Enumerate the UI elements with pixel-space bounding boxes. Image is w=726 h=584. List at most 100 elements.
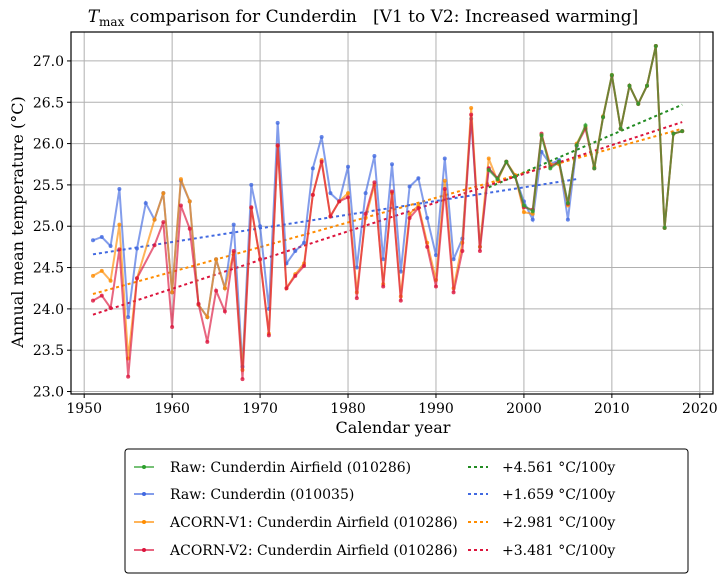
x-tick-label: 1960 [154, 401, 190, 417]
data-point [416, 206, 421, 211]
series-lines [90, 44, 685, 382]
data-point [126, 315, 131, 320]
data-point [302, 263, 307, 268]
data-point [407, 184, 412, 189]
data-point [565, 201, 570, 206]
y-axis-ticks: 23.0 23.5 24.0 24.5 25.0 25.5 26.0 26.5 27.0 [33, 54, 71, 401]
data-point [346, 164, 351, 169]
legend-box [124, 448, 689, 574]
y-tick-label: 27.0 [33, 54, 64, 70]
data-point [134, 246, 139, 251]
data-point [99, 234, 104, 239]
x-tick-label: 2010 [594, 401, 630, 417]
data-point [90, 238, 95, 243]
data-point [328, 191, 333, 196]
data-point [310, 192, 315, 197]
data-point [99, 268, 104, 273]
x-tick-label: 2000 [506, 401, 542, 417]
data-point [504, 159, 509, 164]
data-point [442, 178, 447, 183]
y-tick-label: 24.5 [33, 261, 64, 277]
data-point [557, 159, 562, 164]
data-point [671, 131, 676, 136]
data-point [222, 309, 227, 314]
legend-marker [142, 465, 146, 469]
data-point [486, 156, 491, 161]
x-tick-label: 1990 [418, 401, 454, 417]
data-point [433, 284, 438, 289]
data-point [126, 374, 131, 379]
x-tick-label: 1950 [66, 401, 102, 417]
data-point [346, 195, 351, 200]
data-point [618, 126, 623, 131]
legend-trend-label: +4.561 °C/100y [502, 460, 615, 476]
title-prefix: T [88, 7, 101, 27]
series [486, 44, 685, 230]
data-point [521, 203, 526, 208]
data-point [521, 210, 526, 215]
trend-line [488, 103, 683, 189]
data-point [99, 293, 104, 298]
x-axis-label: Calendar year [336, 418, 451, 437]
legend-marker [142, 492, 146, 496]
data-point [645, 83, 650, 88]
data-point [363, 211, 368, 216]
data-point [680, 129, 685, 134]
data-point [161, 191, 166, 196]
legend-trend-label: +1.659 °C/100y [502, 487, 615, 503]
data-point [486, 168, 491, 173]
data-point [117, 187, 122, 192]
series-line [487, 45, 683, 228]
data-point [425, 244, 430, 249]
data-point [275, 143, 280, 148]
data-point [302, 240, 307, 245]
data-point [258, 224, 263, 229]
data-point [178, 177, 183, 182]
data-point [108, 306, 113, 311]
data-point [495, 177, 500, 182]
legend-trend-label: +3.481 °C/100y [502, 543, 615, 559]
data-point [187, 226, 192, 231]
data-point [214, 288, 219, 293]
data-point [90, 298, 95, 303]
legend-label: Raw: Cunderdin Airfield (010286) [170, 460, 411, 476]
data-point [390, 189, 394, 194]
data-point [240, 377, 245, 382]
data-point [293, 249, 298, 254]
y-axis-label: Annual mean temperature (°C) [8, 96, 27, 348]
data-point [407, 211, 412, 216]
data-point [416, 176, 421, 181]
data-point [90, 273, 95, 278]
legend-marker [142, 520, 146, 524]
legend-label: ACORN-V1: Cunderdin Airfield (010286) [169, 515, 458, 531]
data-point [530, 209, 535, 214]
data-point [469, 106, 474, 111]
x-tick-label: 1980 [330, 401, 366, 417]
y-tick-label: 23.0 [33, 385, 64, 401]
data-point [442, 156, 447, 161]
plot-frame [70, 31, 714, 395]
data-point [372, 153, 377, 158]
data-point [108, 244, 113, 249]
data-point [152, 243, 157, 248]
data-point [293, 273, 298, 278]
data-point [328, 214, 333, 219]
data-point [222, 286, 227, 291]
data-point [451, 257, 456, 262]
data-point [319, 134, 324, 139]
data-point [469, 112, 474, 117]
y-tick-label: 26.0 [33, 137, 64, 153]
title-subscript: max [99, 15, 125, 29]
data-point [574, 143, 579, 148]
data-point [178, 203, 183, 208]
data-point [205, 315, 210, 320]
data-point [319, 159, 324, 164]
data-point [662, 225, 667, 230]
data-point [398, 298, 403, 303]
data-point [346, 191, 351, 196]
legend-trend-label: +2.981 °C/100y [502, 515, 615, 531]
data-point [442, 187, 447, 192]
chart-title: Tmax comparison for Cunderdin [V1 to V2:… [88, 7, 639, 29]
title-rest: comparison for Cunderdin [V1 to V2: Incr… [124, 7, 638, 27]
data-point [187, 199, 192, 204]
